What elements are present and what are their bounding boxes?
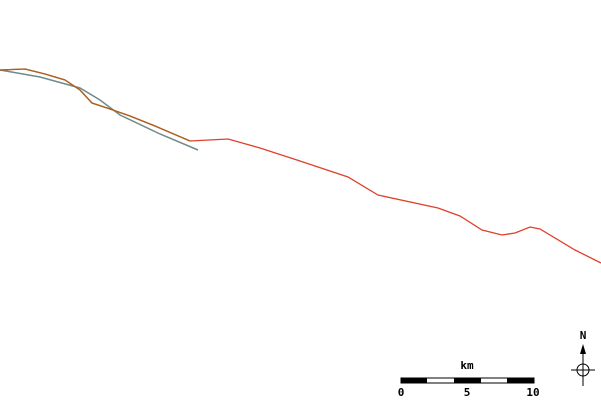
scale-label: 10 [526,386,539,399]
scale-label: 0 [398,386,405,399]
arrow-head [580,344,586,354]
scale-segment [454,378,481,383]
route-brown [0,68,191,142]
scale-segment [401,378,427,383]
scale-bar: km 0 5 10 [398,359,540,399]
scale-label: 5 [464,386,471,399]
north-label: N [580,329,587,342]
scale-unit: km [460,359,474,372]
scale-segment [507,378,534,383]
route-red [0,68,601,264]
north-arrow: N [571,329,595,386]
route-gray [0,69,199,151]
arrow-circle [576,363,590,377]
